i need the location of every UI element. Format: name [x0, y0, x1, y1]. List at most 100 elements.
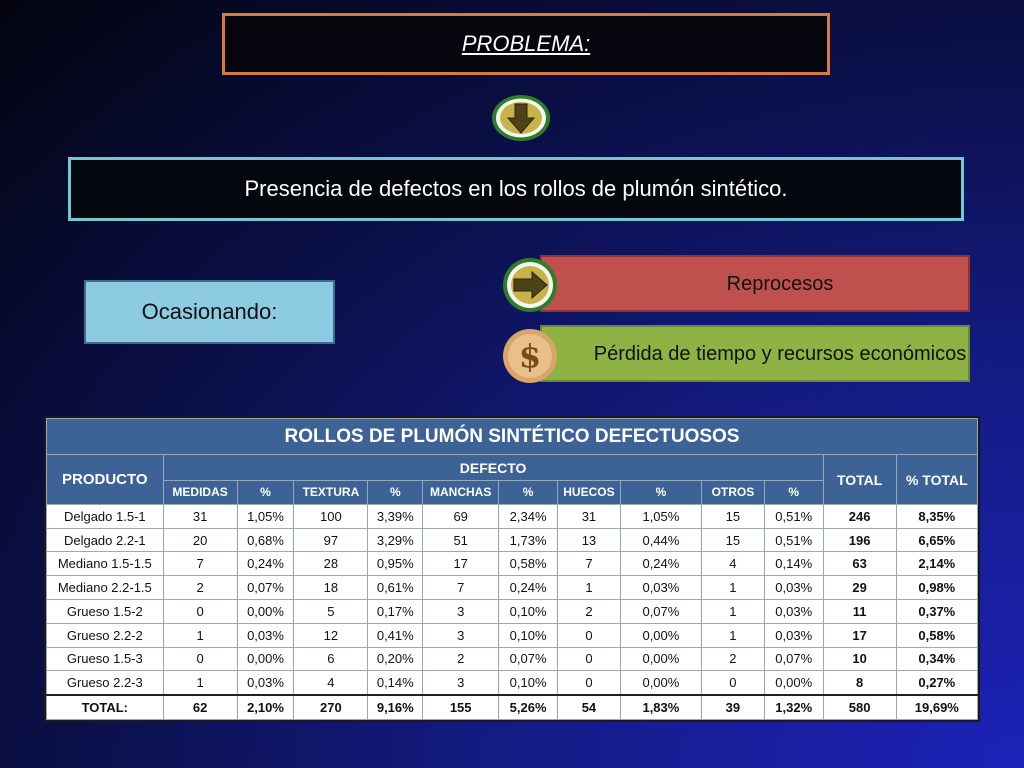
table-row: Grueso 2.2-3 1 0,03% 4 0,14% 3 0,10% 0 0,00% 0 0,0…: [46, 670, 979, 696]
value-cell: 3: [422, 598, 500, 624]
value-cell: 28: [293, 551, 369, 577]
value-cell: 20: [162, 527, 238, 553]
value-cell: 0,00%: [236, 598, 295, 624]
value-cell: 17: [422, 551, 500, 577]
value-cell: 15: [700, 527, 765, 553]
effect-perdida: Pérdida de tiempo y recursos económicos: [540, 325, 970, 382]
value-cell: 7: [557, 551, 621, 577]
value-cell: 0,14%: [367, 670, 424, 696]
value-cell: 3: [422, 670, 500, 696]
value-cell: 0,07%: [763, 646, 824, 672]
value-cell: 0,24%: [236, 551, 295, 577]
value-cell: 0,03%: [763, 598, 824, 624]
value-cell: 100: [293, 503, 369, 529]
defecto-header: DEFECTO: [162, 454, 824, 482]
value-cell: 1: [557, 575, 621, 600]
product-cell: Grueso 1.5-2: [46, 598, 164, 624]
value-cell: 1: [700, 575, 765, 600]
total-value-cell: 1,83%: [619, 694, 702, 721]
value-cell: 0,03%: [763, 575, 824, 600]
problem-title-box: PROBLEMA:: [222, 13, 830, 75]
total-header: TOTAL: [822, 454, 897, 505]
value-cell: 0,00%: [763, 670, 824, 696]
value-cell: 8,35%: [895, 503, 979, 529]
defects-table: ROLLOS DE PLUMÓN SINTÉTICO DEFECTUOSOS P…: [44, 416, 980, 722]
medidas-header: MEDIDAS: [162, 480, 238, 505]
value-cell: 2: [700, 646, 765, 672]
total-row: TOTAL: 62 2,10% 270 9,16% 155 5,26% 54 1,83% 39 1,…: [46, 694, 979, 721]
producto-header: PRODUCTO: [46, 454, 164, 505]
value-cell: 10: [822, 646, 897, 672]
value-cell: 6,65%: [895, 527, 979, 553]
value-cell: 7: [162, 551, 238, 577]
value-cell: 0,95%: [367, 551, 424, 577]
total-value-cell: 1,32%: [763, 694, 824, 721]
value-cell: 12: [293, 622, 369, 648]
value-cell: 31: [557, 503, 621, 529]
value-cell: 31: [162, 503, 238, 529]
value-cell: 0,10%: [498, 598, 558, 624]
table-row: Mediano 2.2-1.5 2 0,07% 18 0,61% 7 0,24% 1 0,03%…: [46, 575, 979, 600]
effect-reprocesos: Reprocesos: [540, 255, 970, 312]
value-cell: 0: [700, 670, 765, 696]
table-row: Mediano 1.5-1.5 7 0,24% 28 0,95% 17 0,58% 7 0,24…: [46, 551, 979, 577]
value-cell: 0,10%: [498, 622, 558, 648]
value-cell: 0,00%: [619, 622, 702, 648]
problem-statement-box: Presencia de defectos en los rollos de p…: [68, 157, 964, 221]
value-cell: 8: [822, 670, 897, 696]
value-cell: 0,14%: [763, 551, 824, 577]
total-value-cell: 9,16%: [367, 694, 424, 721]
value-cell: 2,14%: [895, 551, 979, 577]
value-cell: 11: [822, 598, 897, 624]
value-cell: 1,73%: [498, 527, 558, 553]
value-cell: 1: [162, 670, 238, 696]
down-arrow-icon: [492, 95, 550, 141]
dollar-icon: $: [503, 329, 557, 383]
total-value-cell: 62: [162, 694, 238, 721]
value-cell: 51: [422, 527, 500, 553]
value-cell: 0,61%: [367, 575, 424, 600]
value-cell: 0,44%: [619, 527, 702, 553]
table-row: Grueso 2.2-2 1 0,03% 12 0,41% 3 0,10% 0 0,00% 1 0,…: [46, 622, 979, 648]
value-cell: 0,07%: [236, 575, 295, 600]
pct-header: %: [498, 480, 558, 505]
value-cell: 0,20%: [367, 646, 424, 672]
value-cell: 0,03%: [236, 670, 295, 696]
effect-label: Reprocesos: [726, 272, 834, 295]
table-row: Grueso 1.5-2 0 0,00% 5 0,17% 3 0,10% 2 0,07% 1 0,0…: [46, 598, 979, 624]
cause-label-box: Ocasionando:: [84, 280, 335, 344]
value-cell: 2: [162, 575, 238, 600]
product-cell: Delgado 1.5-1: [46, 503, 164, 529]
value-cell: 0,34%: [895, 646, 979, 672]
total-value-cell: 2,10%: [236, 694, 295, 721]
total-value-cell: 580: [822, 694, 897, 721]
value-cell: 0: [557, 622, 621, 648]
value-cell: 0,51%: [763, 503, 824, 529]
value-cell: 0,07%: [498, 646, 558, 672]
svg-text:$: $: [519, 337, 541, 375]
value-cell: 3: [422, 622, 500, 648]
value-cell: 2: [557, 598, 621, 624]
value-cell: 1: [700, 622, 765, 648]
value-cell: 0,58%: [498, 551, 558, 577]
right-arrow-icon: [503, 258, 557, 312]
value-cell: 2: [422, 646, 500, 672]
product-cell: Mediano 2.2-1.5: [46, 575, 164, 600]
effect-label: Pérdida de tiempo y recursos económicos: [593, 342, 967, 365]
product-cell: Mediano 1.5-1.5: [46, 551, 164, 577]
value-cell: 0,03%: [236, 622, 295, 648]
value-cell: 1: [162, 622, 238, 648]
value-cell: 0,00%: [619, 646, 702, 672]
value-cell: 0,51%: [763, 527, 824, 553]
value-cell: 1: [700, 598, 765, 624]
value-cell: 0,03%: [619, 575, 702, 600]
value-cell: 0: [557, 670, 621, 696]
pct-header: %: [619, 480, 702, 505]
table-row: Grueso 1.5-3 0 0,00% 6 0,20% 2 0,07% 0 0,00% 2 0,0…: [46, 646, 979, 672]
pct-header: %: [763, 480, 824, 505]
table-title: ROLLOS DE PLUMÓN SINTÉTICO DEFECTUOSOS: [46, 417, 978, 456]
value-cell: 0,68%: [236, 527, 295, 553]
value-cell: 0,37%: [895, 598, 979, 624]
value-cell: 5: [293, 598, 369, 624]
value-cell: 0,03%: [763, 622, 824, 648]
